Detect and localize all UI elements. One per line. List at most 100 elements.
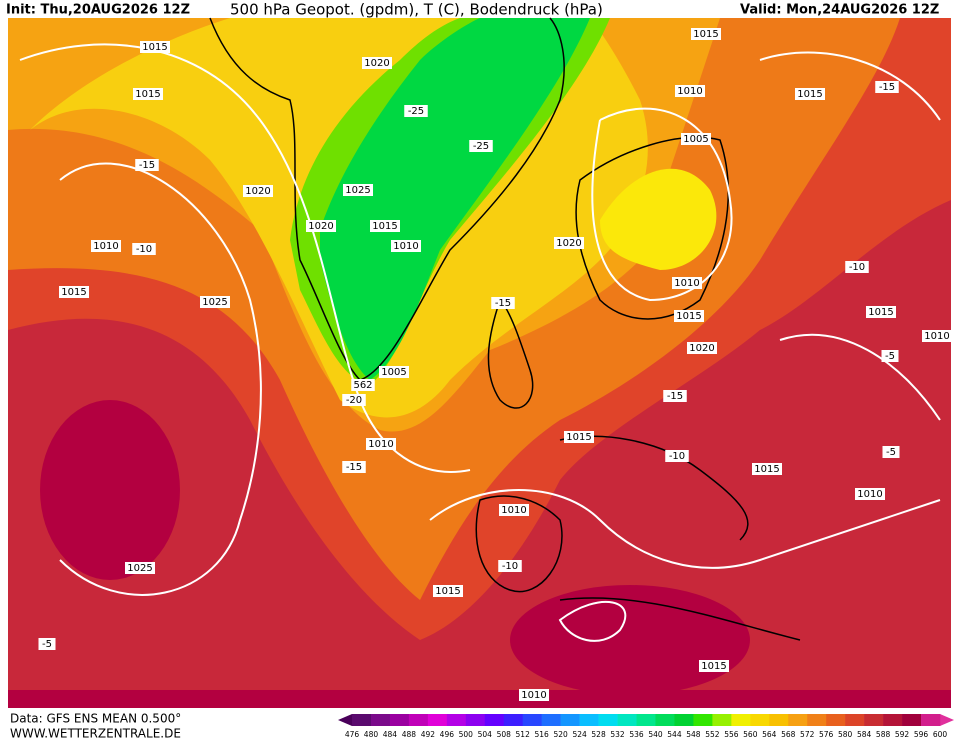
scale-swatch bbox=[788, 714, 808, 726]
label-box bbox=[663, 390, 687, 402]
scale-swatch bbox=[389, 714, 410, 726]
scale-label: 524 bbox=[572, 730, 587, 739]
scale-swatch bbox=[503, 714, 524, 726]
label-box bbox=[140, 41, 170, 53]
isobar-label: -10 bbox=[136, 244, 152, 255]
isobar-label: 1015 bbox=[754, 464, 779, 475]
isobar-label: 1015 bbox=[435, 586, 460, 597]
scale-swatch bbox=[921, 714, 941, 726]
isobar-label: 1020 bbox=[689, 343, 714, 354]
scale-swatch bbox=[465, 714, 486, 726]
isobar-label: -15 bbox=[495, 298, 511, 309]
isobar-label: 1010 bbox=[93, 241, 118, 252]
isobar-label: 1015 bbox=[135, 89, 160, 100]
isobar-label: 1015 bbox=[566, 432, 591, 443]
scale-label: 492 bbox=[421, 730, 436, 739]
label-box bbox=[243, 185, 273, 197]
label-box bbox=[681, 133, 711, 145]
isobar-label: 1025 bbox=[345, 185, 370, 196]
scale-label: 560 bbox=[743, 730, 758, 739]
scale-label: 540 bbox=[648, 730, 663, 739]
isobar-label: -15 bbox=[139, 160, 155, 171]
scale-swatch bbox=[769, 714, 789, 726]
scale-swatch bbox=[541, 714, 561, 726]
label-box bbox=[200, 296, 230, 308]
scale-label: 584 bbox=[857, 730, 872, 739]
scale-label: 528 bbox=[591, 730, 606, 739]
isobar-label: -10 bbox=[669, 451, 685, 462]
label-box bbox=[881, 350, 899, 362]
isobar-label: 1010 bbox=[924, 331, 949, 342]
isobar-label: 1010 bbox=[521, 690, 546, 701]
scale-label: 480 bbox=[364, 730, 379, 739]
scale-swatch bbox=[845, 714, 865, 726]
scale-swatch bbox=[826, 714, 846, 726]
scale-swatch bbox=[902, 714, 922, 726]
scale-swatch bbox=[617, 714, 637, 726]
scale-label: 512 bbox=[516, 730, 531, 739]
scale-swatch bbox=[674, 714, 694, 726]
scale-swatch bbox=[370, 714, 391, 726]
isobar-label: 1015 bbox=[868, 307, 893, 318]
isobar-label: 1025 bbox=[127, 563, 152, 574]
scale-swatch bbox=[693, 714, 713, 726]
isobar-label: 1015 bbox=[676, 311, 701, 322]
isobar-label: 1010 bbox=[501, 505, 526, 516]
label-box bbox=[691, 28, 721, 40]
label-box bbox=[125, 562, 155, 574]
scale-label: 484 bbox=[383, 730, 398, 739]
isobar-label: -25 bbox=[473, 141, 489, 152]
isobar-label: 1020 bbox=[245, 186, 270, 197]
valid-time: Valid: Mon,24AUG2026 12Z bbox=[740, 3, 939, 18]
label-box bbox=[855, 488, 885, 500]
scale-label: 592 bbox=[895, 730, 910, 739]
scale-label: 544 bbox=[667, 730, 682, 739]
map-title: 500 hPa Geopot. (gpdm), T (C), Bodendruc… bbox=[230, 1, 603, 19]
scale-label: 500 bbox=[459, 730, 474, 739]
label-box bbox=[362, 57, 392, 69]
scale-label: 508 bbox=[497, 730, 512, 739]
label-box bbox=[665, 450, 689, 462]
scale-label: 488 bbox=[402, 730, 417, 739]
label-box bbox=[564, 431, 594, 443]
scale-arrow-left bbox=[338, 714, 352, 726]
scale-swatch bbox=[750, 714, 770, 726]
label-box bbox=[795, 88, 825, 100]
scale-label: 496 bbox=[440, 730, 455, 739]
scale-arrow-right bbox=[940, 714, 954, 726]
isobar-label: 1025 bbox=[202, 297, 227, 308]
scale-swatch bbox=[864, 714, 884, 726]
scale-swatch bbox=[636, 714, 656, 726]
label-box bbox=[91, 240, 121, 252]
isobar-label: 1005 bbox=[381, 367, 406, 378]
label-box bbox=[875, 81, 899, 93]
label-box bbox=[135, 159, 159, 171]
scale-swatch bbox=[598, 714, 618, 726]
scale-label: 532 bbox=[610, 730, 625, 739]
label-box bbox=[866, 306, 896, 318]
color-scale: 476 480 484 488 492 496 500 504 508 512 516 520 524 5… bbox=[338, 714, 954, 739]
scale-label: 476 bbox=[345, 730, 360, 739]
scale-swatch bbox=[731, 714, 751, 726]
label-box bbox=[499, 504, 529, 516]
isobar-label: 1010 bbox=[393, 241, 418, 252]
isobar-label: -15 bbox=[879, 82, 895, 93]
scale-label: 548 bbox=[686, 730, 701, 739]
isobar-label: 1005 bbox=[683, 134, 708, 145]
label-box bbox=[351, 379, 375, 391]
init-time: Init: Thu,20AUG2026 12Z bbox=[6, 3, 190, 18]
isobar-label: -10 bbox=[502, 561, 518, 572]
isobar-label: -5 bbox=[42, 639, 52, 650]
isobar-label: 1015 bbox=[142, 42, 167, 53]
isobar-label: 1015 bbox=[372, 221, 397, 232]
scale-swatch bbox=[522, 714, 542, 726]
scale-label: 588 bbox=[876, 730, 891, 739]
label-box bbox=[554, 237, 584, 249]
isobar-label: -10 bbox=[849, 262, 865, 273]
label-box bbox=[674, 310, 704, 322]
scale-label: 552 bbox=[705, 730, 720, 739]
label-box bbox=[343, 184, 373, 196]
label-box bbox=[370, 220, 400, 232]
isobar-label: 1010 bbox=[677, 86, 702, 97]
